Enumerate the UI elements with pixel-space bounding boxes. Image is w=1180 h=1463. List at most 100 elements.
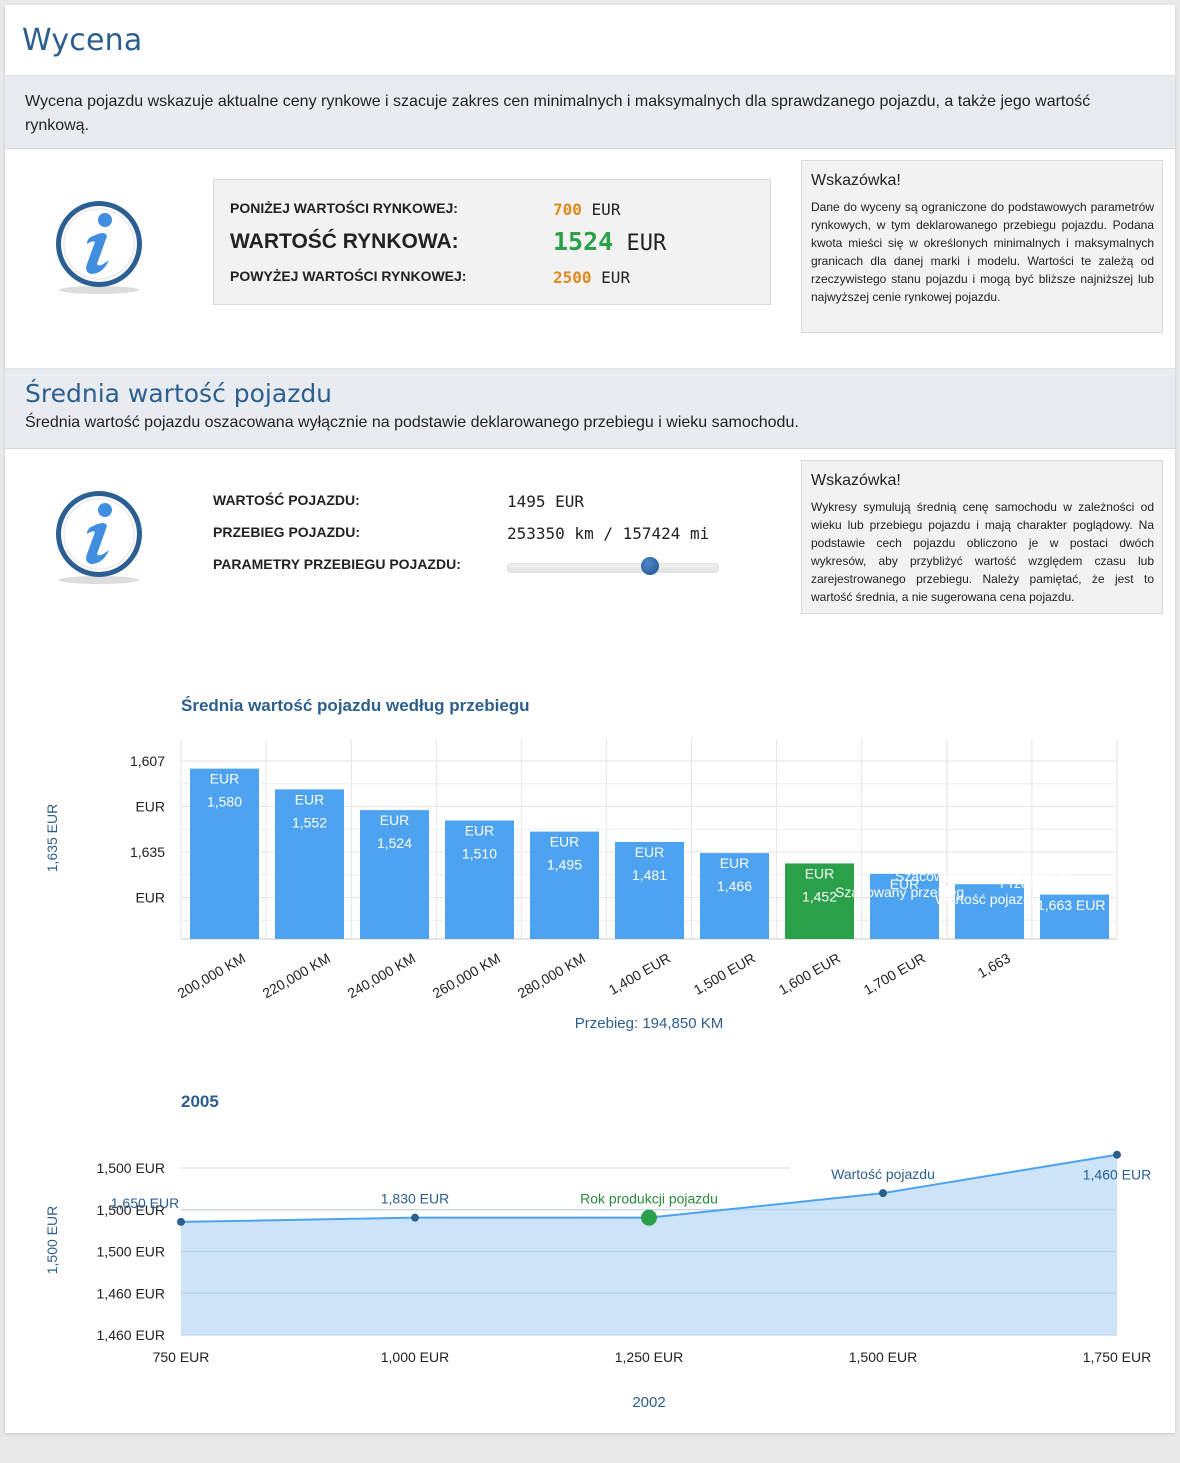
y-axis-label: 1,635 EUR — [44, 804, 60, 872]
bar-label: EUR — [805, 865, 835, 881]
tip-body: Dane do wyceny są ograniczone do podstaw… — [811, 200, 1154, 304]
bar — [870, 873, 939, 939]
bar-value-label: 1,452 — [802, 888, 837, 904]
bar-value-label: 1,510 — [462, 845, 497, 861]
bars: EUR 1,580 EUR 1,552 EUR 1,524 EUR 1,510 EUR 1,495… — [190, 768, 1109, 939]
market-value-label: WARTOŚĆ RYNKOWA: — [230, 230, 459, 253]
y-tick-label: 1,500 EUR — [97, 1202, 165, 1218]
y-tick-label: 1,460 EUR — [97, 1327, 165, 1343]
bar-value-label: 1,466 — [717, 878, 752, 894]
x-tick-label: 280,000 KM — [515, 950, 588, 1002]
point-label: 1,830 EUR — [381, 1191, 449, 1207]
info-icon — [53, 488, 145, 588]
x-tick-label: 1,663 — [975, 950, 1014, 981]
overlay-label: 1,663 EUR — [1037, 897, 1105, 913]
tip-box-valuation: Wskazówka! Dane do wyceny są ograniczone… — [801, 160, 1163, 333]
bar — [615, 841, 684, 939]
x-tick-label: 750 EUR — [153, 1349, 210, 1365]
tip-title: Wskazówka! — [811, 472, 901, 489]
mileage-slider-handle[interactable] — [641, 557, 660, 575]
data-point — [879, 1189, 887, 1198]
bar — [360, 810, 429, 939]
mileage-label: PRZEBIEG POJAZDU: — [213, 524, 361, 540]
x-axis-label: Przebieg: 194,850 KM — [575, 1015, 723, 1032]
average-band: Średnia wartość pojazdu Średnia wartość … — [5, 368, 1175, 449]
highlight-point — [641, 1209, 657, 1226]
bar-label: EUR — [465, 822, 495, 838]
overlay-label: Szacowana wartość pojazdu — [895, 868, 1072, 884]
year-area-chart: 2005 1,500 EUR 1,500 EUR 1,500 EUR 1,460 EU… — [44, 1092, 1151, 1411]
x-tick-label: 1,250 EUR — [615, 1349, 683, 1365]
bar-label: EUR — [720, 855, 750, 871]
bar — [700, 853, 769, 939]
tip-box-average: Wskazówka! Wykresy symulują średnią cenę… — [801, 460, 1163, 614]
y-tick-label: EUR — [135, 890, 165, 906]
bar — [785, 863, 854, 939]
tip-title: Wskazówka! — [811, 172, 901, 189]
overlay-label: Przebieg: 185,10 — [1000, 875, 1106, 891]
y-tick-label: 1,607 — [130, 753, 165, 769]
valuation-card: Wycena Wycena pojazdu wskazuje aktualne … — [5, 5, 1175, 1433]
x-tick-label: 1,400 EUR — [606, 950, 673, 998]
chart-title: Średnia wartość pojazdu według przebiegu — [181, 696, 530, 715]
info-icon — [53, 198, 145, 298]
x-tick-label: 1,500 EUR — [849, 1349, 917, 1365]
point-label: Wartość pojazdu — [831, 1166, 935, 1182]
page-title: Wycena — [22, 23, 143, 58]
bar-label: EUR — [890, 876, 920, 892]
bar — [530, 831, 599, 939]
intro-text: Wycena pojazdu wskazuje aktualne ceny ry… — [25, 93, 1091, 134]
bar — [1040, 894, 1109, 939]
data-point — [1113, 1150, 1121, 1159]
overlay-label: Szacowany przebieg — [835, 884, 964, 900]
mileage-bar-chart: Średnia wartość pojazdu według przebiegu… — [44, 696, 1118, 1032]
mileage-slider-track[interactable] — [507, 563, 719, 573]
data-point — [177, 1217, 185, 1226]
bar-label: EUR — [635, 844, 665, 860]
data-point — [411, 1213, 419, 1222]
above-market-price: 2500 EUR — [553, 268, 631, 287]
point-label: 1,460 EUR — [1083, 1167, 1151, 1183]
x-tick-label: 220,000 KM — [260, 950, 333, 1002]
area-series: 1,650 EUR 1,830 EUR Rok produkcji pojazdu W… — [111, 1150, 1151, 1336]
y-axis-ticks: 1,607 EUR 1,635 EUR — [130, 753, 165, 906]
bar-label: EUR — [380, 812, 410, 828]
bar — [955, 884, 1024, 939]
x-tick-label: 1,500 EUR — [691, 950, 758, 998]
x-tick-label: 200,000 KM — [175, 950, 248, 1002]
x-axis-label: 2002 — [632, 1394, 665, 1411]
x-tick-label: 1,600 EUR — [776, 950, 843, 998]
vehicle-value: 1495 EUR — [507, 492, 585, 511]
bar-label: EUR — [295, 791, 325, 807]
x-tick-label: 1,700 EUR — [861, 950, 928, 998]
point-label: Rok produkcji pojazdu — [580, 1191, 718, 1207]
price-summary: PONIŻEJ WARTOŚCI RYNKOWEJ: 700 EUR WARTO… — [213, 179, 771, 305]
bar — [275, 789, 344, 939]
bar-label: EUR — [210, 771, 240, 787]
bar — [190, 768, 259, 939]
market-value-price: 1524 EUR — [553, 227, 667, 256]
section-subtitle: Średnia wartość pojazdu oszacowana wyłąc… — [25, 414, 799, 431]
mileage-params-label: PARAMETRY PRZEBIEGU POJAZDU: — [213, 556, 461, 572]
y-axis-ticks: 1,500 EUR 1,500 EUR 1,500 EUR 1,460 EUR 1,46… — [97, 1160, 165, 1343]
y-axis-label: 1,500 EUR — [44, 1206, 60, 1274]
x-tick-label: 260,000 KM — [430, 950, 503, 1002]
bar-value-label: 1,481 — [632, 867, 667, 883]
x-tick-label: 240,000 KM — [345, 950, 418, 1002]
bar — [445, 820, 514, 939]
below-market-price: 700 EUR — [553, 200, 621, 219]
x-tick-label: 1,000 EUR — [381, 1349, 449, 1365]
bar-value-label: 1,495 — [547, 857, 582, 873]
tip-body: Wykresy symulują średnią cenę samochodu … — [811, 500, 1154, 604]
bar-value-label: 1,580 — [207, 794, 242, 810]
section-title: Średnia wartość pojazdu — [25, 379, 333, 408]
overlay-label: Wartość pojazdu — [935, 891, 1039, 907]
y-tick-label: 1,500 EUR — [97, 1244, 165, 1260]
mileage-value: 253350 km / 157424 mi — [507, 524, 710, 543]
y-tick-label: 1,500 EUR — [97, 1160, 165, 1176]
chart-title: 2005 — [181, 1092, 219, 1111]
area-fill — [181, 1154, 1117, 1335]
y-tick-label: 1,460 EUR — [97, 1285, 165, 1301]
intro-band: Wycena pojazdu wskazuje aktualne ceny ry… — [5, 75, 1175, 149]
